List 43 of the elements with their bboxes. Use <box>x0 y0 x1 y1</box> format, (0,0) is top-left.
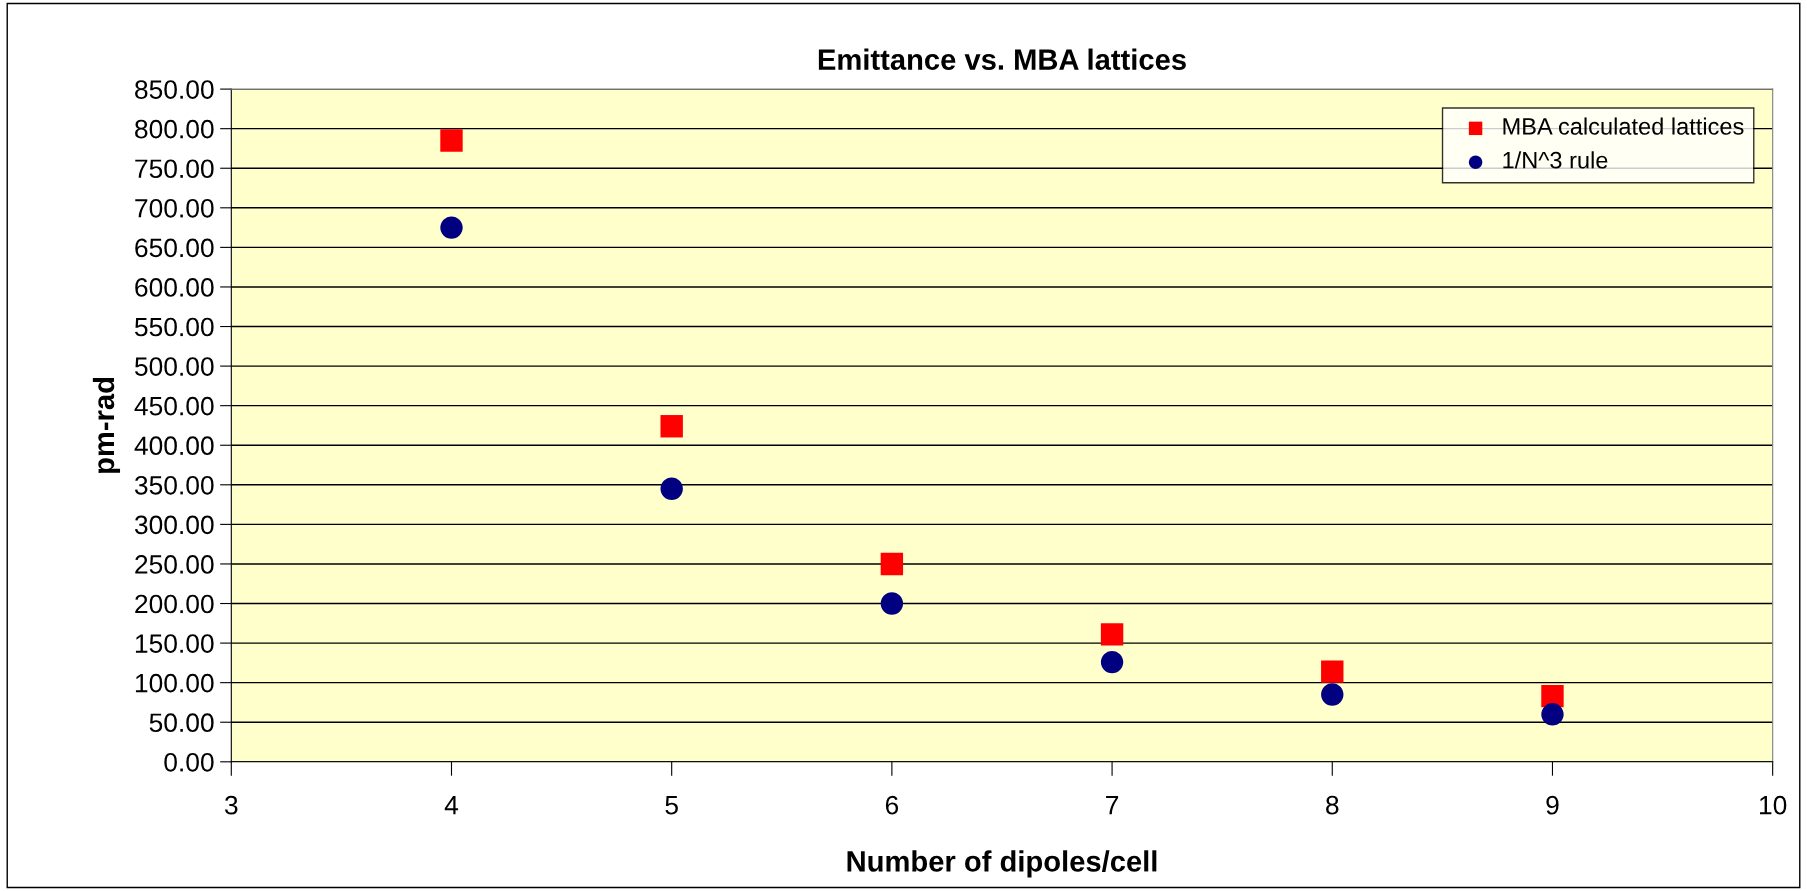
point <box>660 477 683 500</box>
x-tick-label: 8 <box>1326 795 1339 815</box>
x-tick-label: 5 <box>665 796 678 815</box>
legend-label: MBA calculated lattices <box>1503 117 1744 135</box>
x-tick-label: 6 <box>885 795 899 815</box>
x-tick-label: 3 <box>224 795 238 815</box>
y-tick-label: 550.00 <box>134 317 214 337</box>
y-tick-label: 850.00 <box>135 80 214 99</box>
y-tick-label: 400.00 <box>134 436 214 456</box>
y-tick-label: 200.00 <box>135 594 214 614</box>
y-tick-label: 350.00 <box>134 475 214 495</box>
y-tick-label: 250.00 <box>135 555 214 574</box>
point <box>1100 623 1124 646</box>
y-tick-label: 700.00 <box>135 198 214 218</box>
point <box>880 592 904 615</box>
point <box>1541 684 1564 708</box>
y-tick-label: 0.00 <box>164 752 214 772</box>
y-axis-title: pm-rad <box>92 377 121 473</box>
legend-label: 1/N^3 rule <box>1503 151 1608 169</box>
point <box>1321 683 1344 706</box>
y-tick-label: 650.00 <box>135 238 214 258</box>
y-tick-label: 150.00 <box>135 634 214 653</box>
y-tick-label: 100.00 <box>135 673 214 693</box>
x-axis-title: Number of dipoles/cell <box>847 850 1157 878</box>
y-tick-label: 600.00 <box>135 278 214 297</box>
point <box>660 415 683 438</box>
point <box>440 129 463 152</box>
point <box>440 216 463 239</box>
y-tick-label: 300.00 <box>134 515 214 535</box>
point <box>1321 660 1344 683</box>
x-tick-label: 7 <box>1106 796 1119 815</box>
x-tick-label: 9 <box>1546 795 1559 815</box>
y-tick-label: 500.00 <box>134 357 214 376</box>
y-tick-label: 450.00 <box>134 396 214 416</box>
y-tick-label: 750.00 <box>135 159 214 179</box>
x-tick-label: 4 <box>444 796 459 815</box>
point <box>1541 703 1564 726</box>
x-tick-label: 10 <box>1760 795 1787 815</box>
chart-title: Emittance vs. MBA lattices <box>818 48 1186 70</box>
y-tick-label: 800.00 <box>135 119 214 139</box>
point <box>880 552 904 576</box>
y-tick-label: 50.00 <box>149 713 214 733</box>
point <box>1100 650 1124 674</box>
